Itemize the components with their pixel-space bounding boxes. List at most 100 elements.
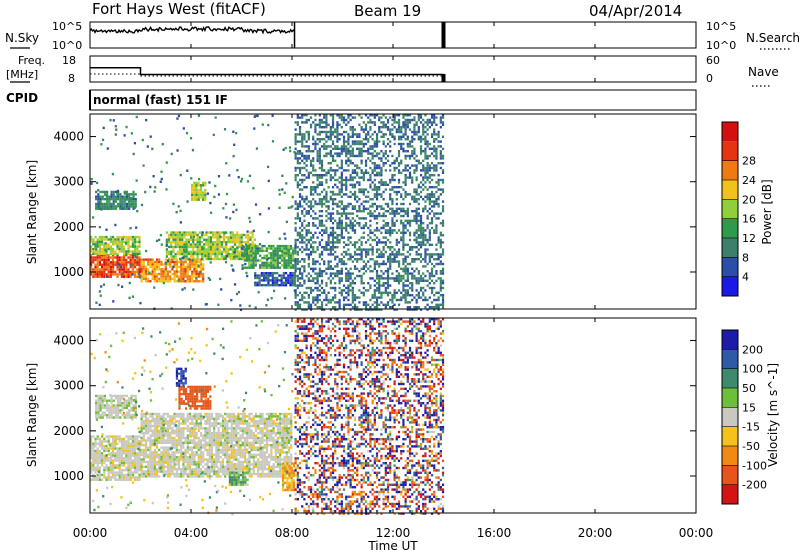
scatter-cell — [98, 238, 101, 241]
noise-cell — [389, 140, 392, 143]
scatter-cell — [131, 473, 134, 477]
scatter-cell — [180, 265, 183, 269]
colorbar-tick-label: 20 — [742, 193, 756, 206]
noise-cell — [318, 157, 321, 160]
scatter-cell — [105, 268, 108, 271]
scatter-cell — [103, 275, 106, 278]
noise-cell — [305, 186, 308, 189]
noise-cell — [378, 238, 381, 242]
scatter-cell — [98, 452, 101, 455]
scatter-cell — [276, 254, 279, 257]
noise-cell — [433, 258, 436, 261]
scatter-cell — [220, 236, 223, 239]
scatter-cell — [98, 258, 101, 262]
noise-cell — [351, 142, 354, 146]
scatter-cell — [105, 476, 108, 479]
scatter-cell — [114, 464, 117, 467]
noise-cell — [382, 123, 385, 126]
noise-cell — [389, 150, 392, 153]
scatter-cell — [202, 181, 205, 185]
scatter-cell — [112, 235, 115, 239]
scatter-cell — [116, 447, 119, 450]
noise-cell — [360, 169, 363, 172]
scatter-cell — [170, 236, 173, 239]
scatter-cell — [193, 193, 196, 197]
scatter-cell — [109, 442, 112, 445]
noise-cell — [415, 178, 418, 182]
scatter-cell — [98, 250, 101, 253]
noise-cell — [298, 126, 302, 129]
scatter-cell — [144, 280, 148, 283]
scatter-cell — [123, 437, 126, 441]
noise-cell — [323, 270, 326, 273]
scatter-cell — [207, 245, 210, 249]
noise-cell — [397, 169, 401, 172]
noise-cell — [347, 238, 350, 242]
noise-cell — [345, 267, 348, 270]
noise-cell — [417, 234, 420, 237]
noise-cell — [325, 174, 328, 177]
scatter-cell — [166, 263, 170, 266]
scatter-cell — [203, 233, 206, 237]
scatter-cell — [211, 257, 215, 261]
noise-cell — [360, 126, 363, 129]
scatter-cell — [98, 471, 101, 474]
scatter-cell — [236, 236, 239, 239]
noise-cell — [424, 296, 427, 299]
noise-cell — [301, 246, 304, 249]
noise-cell — [393, 308, 396, 311]
scatter-cell — [162, 277, 165, 281]
noise-cell — [382, 236, 385, 239]
scatter-cell — [123, 444, 126, 448]
noise-cell — [375, 296, 379, 299]
noise-cell — [371, 294, 374, 297]
scatter-cell — [95, 248, 98, 251]
noise-cell — [314, 277, 317, 280]
noise-cell — [353, 296, 357, 299]
noise-cell — [318, 152, 321, 155]
scatter-cell — [241, 254, 244, 257]
noise-cell — [404, 181, 407, 184]
scatter-cell — [109, 461, 112, 465]
scatter-cell — [132, 394, 135, 398]
noise-cell — [334, 282, 337, 285]
scatter-cell — [135, 179, 138, 182]
scatter-cell — [110, 411, 113, 414]
scatter-cell — [92, 258, 95, 262]
noise-cell — [386, 291, 390, 294]
scatter-cell — [216, 231, 219, 234]
scatter-cell — [269, 279, 272, 282]
scatter-cell — [267, 271, 270, 275]
scatter-cell — [199, 263, 203, 266]
noise-cell — [345, 207, 348, 210]
noise-cell — [367, 195, 370, 198]
noise-cell — [424, 176, 427, 179]
scatter-cell — [166, 280, 170, 283]
noise-cell — [342, 250, 346, 254]
noise-cell — [327, 123, 330, 126]
scatter-cell — [130, 193, 133, 196]
scatter-cell — [283, 261, 286, 265]
scatter-cell — [185, 131, 189, 135]
noise-cell — [422, 138, 425, 141]
scatter-cell — [129, 261, 132, 264]
scatter-cell — [216, 238, 219, 241]
scatter-cell — [123, 200, 126, 203]
scatter-cell — [276, 281, 279, 284]
noise-cell — [312, 301, 315, 304]
scatter-cell — [178, 250, 182, 253]
noise-cell — [307, 277, 310, 280]
noise-cell — [364, 195, 368, 198]
noise-cell — [428, 234, 431, 237]
scatter-cell — [144, 268, 148, 271]
noise-cell — [397, 289, 401, 292]
noise-cell — [402, 226, 405, 230]
noise-cell — [404, 260, 407, 263]
noise-cell — [312, 296, 315, 299]
scatter-cell — [94, 252, 97, 256]
noise-cell — [380, 284, 383, 287]
noise-cell — [395, 202, 398, 206]
scatter-cell — [97, 404, 100, 407]
scatter-cell — [106, 404, 109, 407]
noise-cell — [294, 289, 297, 292]
